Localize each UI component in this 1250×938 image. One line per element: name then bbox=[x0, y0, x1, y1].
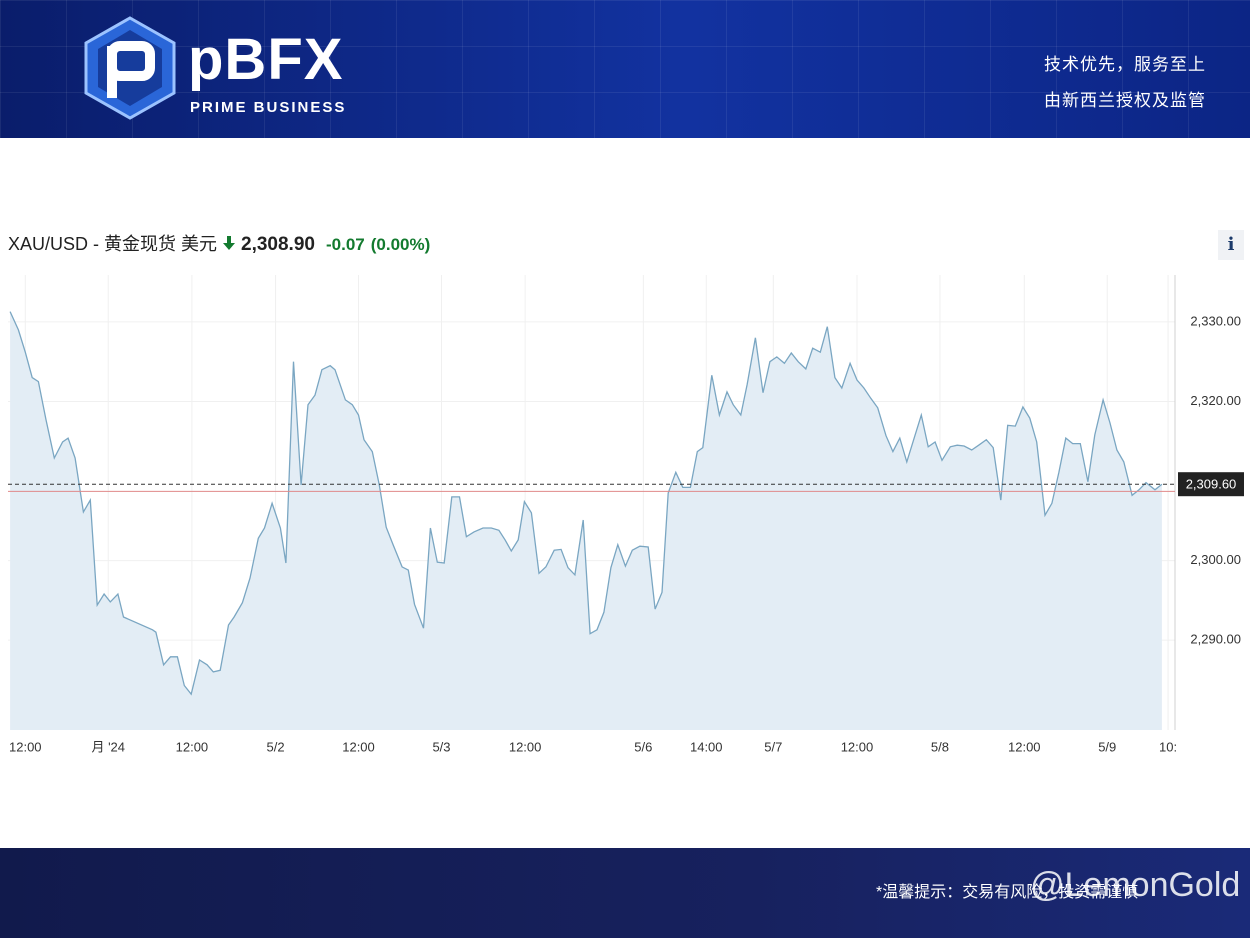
down-arrow bbox=[223, 236, 236, 250]
x-tick-label: 12:00 bbox=[342, 739, 375, 754]
x-tick-label: 5/8 bbox=[931, 739, 949, 754]
change: -0.07 bbox=[326, 235, 365, 254]
slogan: 由新西兰授权及监管 bbox=[1044, 91, 1206, 110]
y-tick-label: 2,300.00 bbox=[1190, 552, 1241, 567]
x-tick-label: 5/9 bbox=[1098, 739, 1116, 754]
change-pct: (0.00%) bbox=[370, 235, 431, 254]
x-tick-label: 10: bbox=[1159, 739, 1177, 754]
chart: 12:00 月 '24 12:00 5/2 12:00 5/3 12:00 5/6 14:00 5… bbox=[8, 275, 1244, 754]
x-tick-label: 12:00 bbox=[9, 739, 42, 754]
y-tick-label: 2,320.00 bbox=[1190, 393, 1241, 408]
x-tick-label: 12:00 bbox=[841, 739, 874, 754]
symbol: XAU/USD - 黄金现货 美元 bbox=[8, 234, 218, 254]
x-tick-label: 5/6 bbox=[634, 739, 652, 754]
current-price-box bbox=[1178, 472, 1244, 497]
header: pBFX PRIME BUSINESS 技术优先，服务至上 由新西兰授权及监管 bbox=[0, 0, 1250, 138]
logo-tagline: PRIME BUSINESS bbox=[190, 99, 347, 116]
quote-header: XAU/USD - 黄金现货 美元 2,308.90 -0.07 (0.00%) bbox=[8, 230, 436, 256]
x-tick-label: 5/7 bbox=[764, 739, 782, 754]
price: 2,308.90 bbox=[241, 234, 315, 255]
x-tick-label: 5/3 bbox=[432, 739, 450, 754]
info-button[interactable]: i bbox=[1218, 230, 1244, 260]
x-tick-label: 5/2 bbox=[267, 739, 285, 754]
footer-note: *温馨提示：交易有风险，投资需谨慎 bbox=[876, 884, 1139, 901]
logo-icon bbox=[84, 16, 176, 120]
x-tick-label: 14:00 bbox=[690, 739, 723, 754]
y-tick-label: 2,290.00 bbox=[1190, 632, 1241, 647]
area bbox=[10, 311, 1162, 730]
watermark: @LemonGold bbox=[1030, 866, 1241, 904]
footer: *温馨提示：交易有风险，投资需谨慎 @LemonGold bbox=[0, 848, 1250, 938]
current-price-label: 2,309.60 bbox=[1186, 477, 1237, 492]
price-line bbox=[9, 311, 1163, 696]
x-tick-label: 12:00 bbox=[509, 739, 542, 754]
x-tick-label: 12:00 bbox=[176, 739, 209, 754]
logo-text: pBFX bbox=[188, 27, 344, 92]
x-tick-label: 月 '24 bbox=[91, 739, 125, 754]
y-tick-label: 2,330.00 bbox=[1190, 313, 1241, 328]
x-tick-label: 12:00 bbox=[1008, 739, 1041, 754]
slogan: 技术优先，服务至上 bbox=[1044, 55, 1206, 74]
